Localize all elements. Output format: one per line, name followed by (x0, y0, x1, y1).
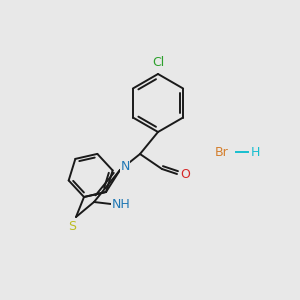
Text: S: S (68, 220, 76, 233)
Text: Br: Br (215, 146, 229, 158)
Text: H: H (250, 146, 260, 158)
Text: O: O (180, 169, 190, 182)
Text: N: N (120, 160, 130, 172)
Text: Cl: Cl (152, 56, 164, 68)
Text: NH: NH (112, 197, 130, 211)
